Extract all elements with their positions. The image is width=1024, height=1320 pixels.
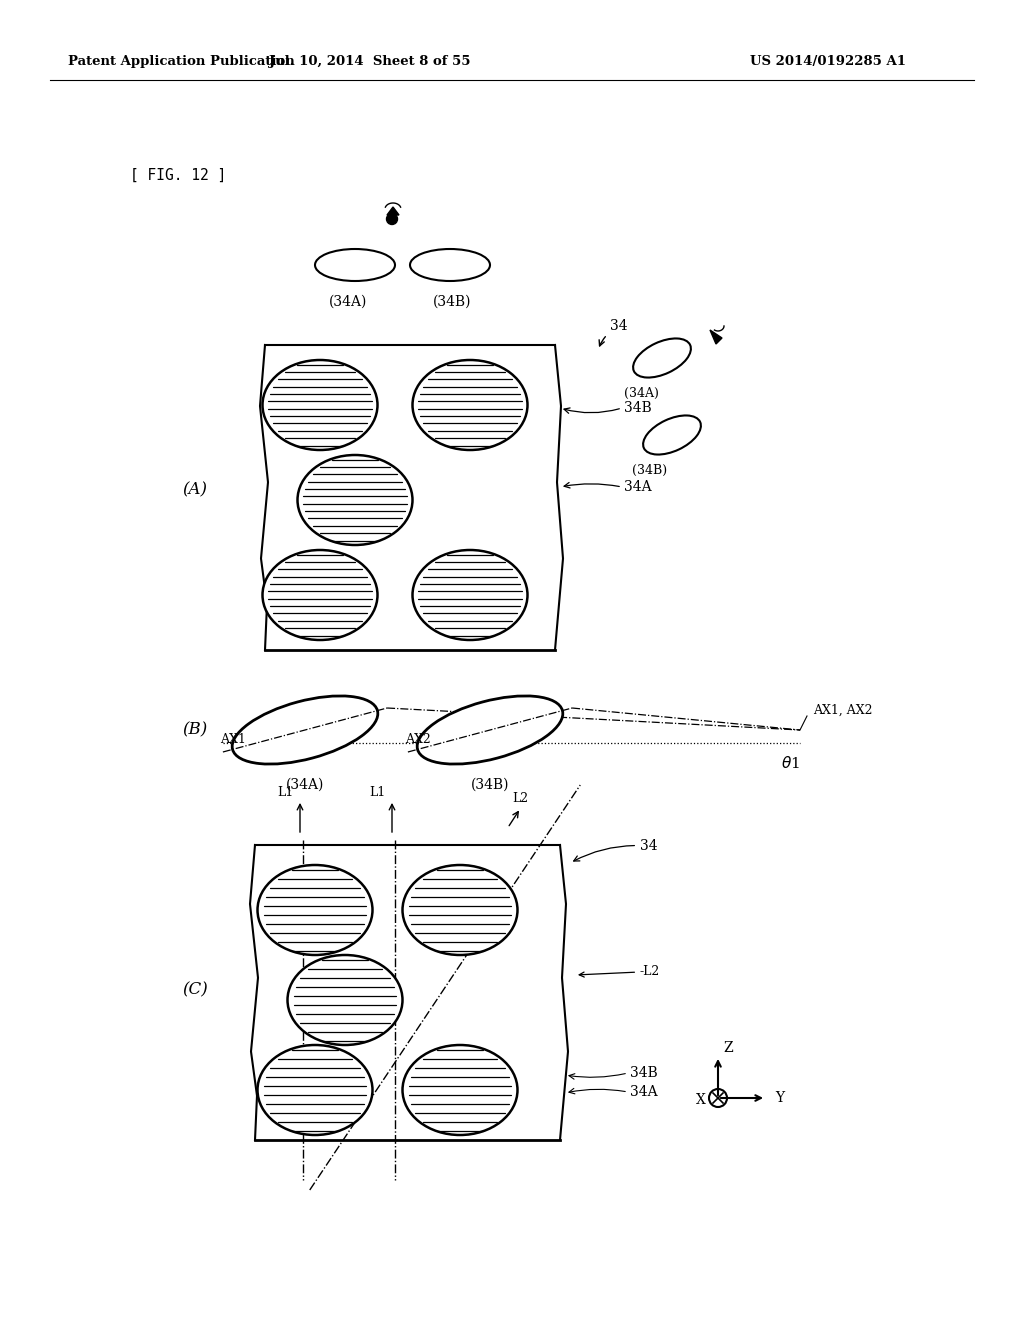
Text: Jul. 10, 2014  Sheet 8 of 55: Jul. 10, 2014 Sheet 8 of 55 — [269, 55, 471, 69]
Text: (34A): (34A) — [329, 294, 368, 309]
Text: (C): (C) — [182, 982, 208, 998]
Text: AX1, AX2: AX1, AX2 — [813, 704, 872, 717]
Text: Y: Y — [775, 1092, 784, 1105]
Ellipse shape — [410, 249, 490, 281]
Circle shape — [386, 214, 397, 224]
Ellipse shape — [262, 550, 378, 640]
Text: Z: Z — [723, 1041, 732, 1055]
Text: 34: 34 — [573, 840, 657, 861]
Text: L1: L1 — [369, 787, 385, 800]
Text: (34B): (34B) — [633, 463, 668, 477]
Text: (34A): (34A) — [286, 777, 325, 792]
Text: (B): (B) — [182, 722, 208, 738]
Ellipse shape — [257, 1045, 373, 1135]
Text: 34B: 34B — [630, 1067, 657, 1080]
Ellipse shape — [413, 550, 527, 640]
Text: AX1: AX1 — [220, 734, 246, 747]
Text: L2: L2 — [513, 792, 528, 804]
Ellipse shape — [413, 360, 527, 450]
Ellipse shape — [262, 360, 378, 450]
Text: L1: L1 — [276, 787, 293, 800]
Text: US 2014/0192285 A1: US 2014/0192285 A1 — [750, 55, 906, 69]
Text: (34B): (34B) — [433, 294, 471, 309]
Ellipse shape — [402, 1045, 517, 1135]
Text: 34B: 34B — [624, 401, 651, 414]
Ellipse shape — [257, 865, 373, 954]
Ellipse shape — [298, 455, 413, 545]
Text: 34: 34 — [599, 319, 628, 346]
Text: AX2: AX2 — [406, 734, 431, 747]
Text: X: X — [696, 1093, 706, 1107]
Text: (A): (A) — [182, 482, 208, 499]
Ellipse shape — [232, 696, 378, 764]
Text: -L2: -L2 — [580, 965, 660, 978]
Polygon shape — [387, 207, 399, 215]
Text: [ FIG. 12 ]: [ FIG. 12 ] — [130, 168, 226, 182]
Ellipse shape — [643, 416, 700, 454]
Ellipse shape — [315, 249, 395, 281]
Polygon shape — [710, 330, 722, 345]
Text: (34A): (34A) — [624, 387, 658, 400]
Ellipse shape — [402, 865, 517, 954]
Text: 34A: 34A — [630, 1085, 657, 1100]
Text: Patent Application Publication: Patent Application Publication — [68, 55, 295, 69]
Text: 34A: 34A — [624, 480, 651, 494]
Ellipse shape — [288, 954, 402, 1045]
Text: $\theta$1: $\theta$1 — [780, 755, 800, 771]
Ellipse shape — [633, 338, 691, 378]
Ellipse shape — [417, 696, 563, 764]
Text: (34B): (34B) — [471, 777, 509, 792]
